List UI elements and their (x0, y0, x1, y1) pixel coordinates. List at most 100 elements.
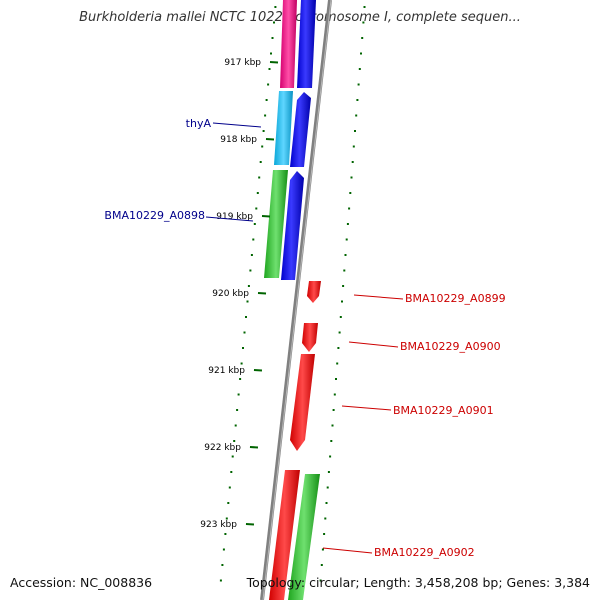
track-dot (230, 471, 233, 473)
track-dot (348, 207, 351, 210)
track-dot (265, 99, 268, 101)
track-dot (329, 455, 332, 458)
gene-BMA10229_A0899 (307, 281, 321, 303)
track-dot (335, 378, 337, 380)
gene-BMA10229_A0902-body (288, 474, 320, 600)
track-dot (346, 223, 349, 225)
reverse-strand-track (288, 281, 321, 600)
gene-label-BMA10229_A0899[interactable]: BMA10229_A0899 (405, 292, 506, 305)
gene-label-BMA10229_A0898[interactable]: BMA10229_A0898 (104, 209, 205, 222)
cog-segment-cyan (274, 91, 293, 165)
track-dot (361, 37, 364, 39)
track-dot (243, 331, 246, 334)
track-dot (246, 300, 249, 303)
track-dot (273, 21, 275, 24)
gene-label-BMA10229_A0902[interactable]: BMA10229_A0902 (374, 546, 475, 559)
label-line-BMA10229_A0899 (353, 294, 404, 300)
track-dot (259, 161, 262, 163)
track-dot (256, 192, 259, 194)
track-dot (351, 161, 354, 163)
tick-label: 918 kbp (220, 135, 257, 145)
track-dot (326, 486, 329, 489)
track-dot (252, 238, 255, 241)
label-line-BMA10229_A0900 (348, 341, 399, 348)
gc-content-track (319, 6, 366, 582)
track-dot (333, 393, 336, 396)
track-dot (330, 440, 333, 442)
track-dot (354, 130, 356, 132)
tick-mark (269, 61, 279, 64)
track-dot (321, 548, 324, 551)
track-dot (258, 176, 261, 179)
track-dot (342, 285, 345, 287)
tick-mark (245, 523, 255, 526)
track-dot (325, 502, 328, 504)
tick-label: 922 kbp (204, 443, 241, 453)
gene-label-BMA10229_A0900[interactable]: BMA10229_A0900 (400, 340, 501, 353)
track-dot (352, 145, 355, 148)
tick-label: 923 kbp (200, 520, 237, 530)
track-dot (225, 517, 228, 520)
track-dot (268, 68, 271, 70)
track-dot (331, 424, 334, 427)
cog-track (264, 0, 300, 600)
track-dot (219, 579, 222, 582)
track-dot (344, 254, 347, 256)
track-dot (271, 37, 274, 39)
track-dot (242, 347, 244, 349)
track-dot (262, 130, 265, 132)
track-dot (264, 114, 267, 117)
tick-mark (249, 446, 259, 449)
track-dot (320, 564, 323, 566)
track-dot (237, 393, 240, 396)
track-dot (222, 548, 225, 551)
track-dot (267, 83, 270, 86)
track-dot (358, 68, 361, 70)
track-dot (228, 486, 231, 489)
track-dot (245, 316, 247, 318)
track-dot (319, 579, 322, 582)
tick-mark (253, 369, 263, 372)
track-dot (236, 409, 239, 411)
track-dot (224, 533, 227, 535)
label-line-BMA10229_A0898 (205, 216, 254, 222)
tick-label: 921 kbp (208, 366, 245, 376)
tick-label: 917 kbp (224, 58, 261, 68)
track-dot (341, 300, 343, 303)
track-dot (350, 176, 353, 179)
track-dot (233, 440, 236, 442)
track-dot (327, 471, 330, 473)
gene-BMA10229_A0901 (290, 354, 315, 451)
tick-label: 919 kbp (216, 212, 253, 222)
gene-BMA10229_A0900 (302, 323, 318, 352)
gene-forward-upstream (297, 0, 316, 88)
track-dot (221, 564, 224, 566)
track-dot (360, 52, 362, 55)
track-dot (234, 424, 237, 427)
scale-ticks: 917 kbp 918 kbp 919 kbp 920 kbp 921 kbp 922 k… (200, 58, 279, 530)
gene-label-thyA[interactable]: thyA (186, 117, 212, 130)
genome-stats: Topology: circular; Length: 3,458,208 bp… (246, 575, 590, 590)
track-dot (345, 238, 348, 241)
tick-mark (257, 292, 267, 295)
track-dot (336, 362, 339, 365)
track-dot (323, 533, 326, 535)
track-dot (357, 83, 360, 86)
genome-backbone (260, 0, 332, 600)
gene-label-BMA10229_A0901[interactable]: BMA10229_A0901 (393, 404, 494, 417)
track-dot (332, 409, 335, 411)
track-dot (255, 207, 258, 210)
track-dot (253, 223, 256, 225)
gene-labels: thyA BMA10229_A0898 BMA10229_A0899 BMA10… (104, 117, 505, 559)
track-dot (239, 378, 242, 380)
track-dot (343, 269, 346, 272)
track-dot (261, 145, 264, 148)
track-dot (274, 6, 277, 8)
track-dot (362, 21, 365, 24)
track-dot (349, 192, 352, 194)
track-dot (355, 114, 358, 117)
accession-number: Accession: NC_008836 (10, 575, 153, 590)
cog-segment-green (264, 170, 288, 278)
gene-thyA (290, 92, 311, 167)
